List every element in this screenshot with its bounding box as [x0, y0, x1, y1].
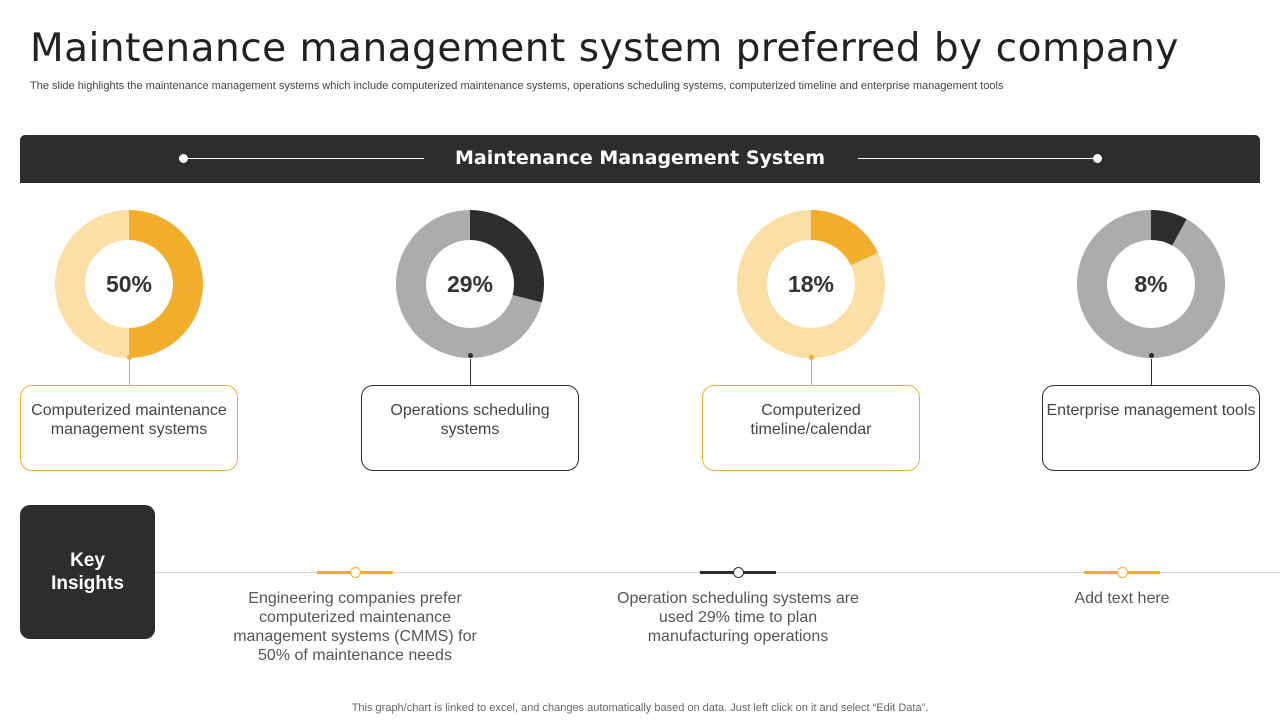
- donut-remainder-slice: [396, 210, 542, 358]
- connector-dot: [468, 353, 473, 358]
- insight-text-2: Operation scheduling systems are used 29…: [617, 590, 859, 645]
- connector-dot: [809, 355, 814, 360]
- donut-chart-timeline[interactable]: 18%: [736, 209, 886, 359]
- donut-value-slice: [811, 210, 878, 266]
- key-insights-label-line1: Key: [70, 550, 105, 571]
- donut-center-label: 8%: [1134, 271, 1167, 297]
- donut-remainder-slice: [55, 210, 129, 358]
- donut-chart-cmms[interactable]: 50%: [54, 209, 204, 359]
- banner-left-dot: [179, 154, 188, 163]
- page-title: Maintenance management system preferred …: [30, 26, 1179, 71]
- category-box-timeline: Computerized timeline/calendar: [702, 385, 920, 471]
- connector-line: [129, 359, 130, 385]
- banner-right-line: [858, 158, 1098, 159]
- category-box-cmms: Computerized maintenance management syst…: [20, 385, 238, 471]
- insight-marker-dot-1: [350, 567, 361, 578]
- insight-text-1: Engineering companies prefer computerize…: [233, 590, 477, 664]
- connector-line: [1151, 359, 1152, 385]
- connector-line: [811, 359, 812, 385]
- insight-text-3: Add text here: [1074, 590, 1170, 607]
- category-box-enterprise: Enterprise management tools: [1042, 385, 1260, 471]
- donut-value-slice: [470, 210, 544, 303]
- category-box-operations: Operations scheduling systems: [361, 385, 579, 471]
- donut-center-label: 50%: [106, 271, 152, 297]
- donut-value-slice: [129, 210, 203, 358]
- insight-marker-dot-2: [733, 567, 744, 578]
- donut-remainder-slice: [1077, 210, 1225, 358]
- section-banner: Maintenance Management System: [20, 135, 1260, 183]
- footer-note: This graph/chart is linked to excel, and…: [351, 702, 929, 714]
- key-insights-box: Key Insights: [20, 505, 155, 639]
- donut-remainder-slice: [737, 210, 885, 358]
- donut-chart-operations[interactable]: 29%: [395, 209, 545, 359]
- donut-chart-enterprise[interactable]: 8%: [1076, 209, 1226, 359]
- donut-center-label: 18%: [788, 271, 834, 297]
- connector-dot: [127, 355, 132, 360]
- banner-left-line: [184, 158, 424, 159]
- key-insights-label-line2: Insights: [51, 573, 124, 594]
- connector-dot: [1149, 353, 1154, 358]
- donut-center-label: 29%: [447, 271, 493, 297]
- connector-line: [470, 359, 471, 385]
- banner-right-dot: [1093, 154, 1102, 163]
- page-subtitle: The slide highlights the maintenance man…: [30, 80, 1004, 92]
- donut-value-slice: [1151, 210, 1187, 246]
- banner-title: Maintenance Management System: [455, 147, 825, 169]
- insight-marker-dot-3: [1117, 567, 1128, 578]
